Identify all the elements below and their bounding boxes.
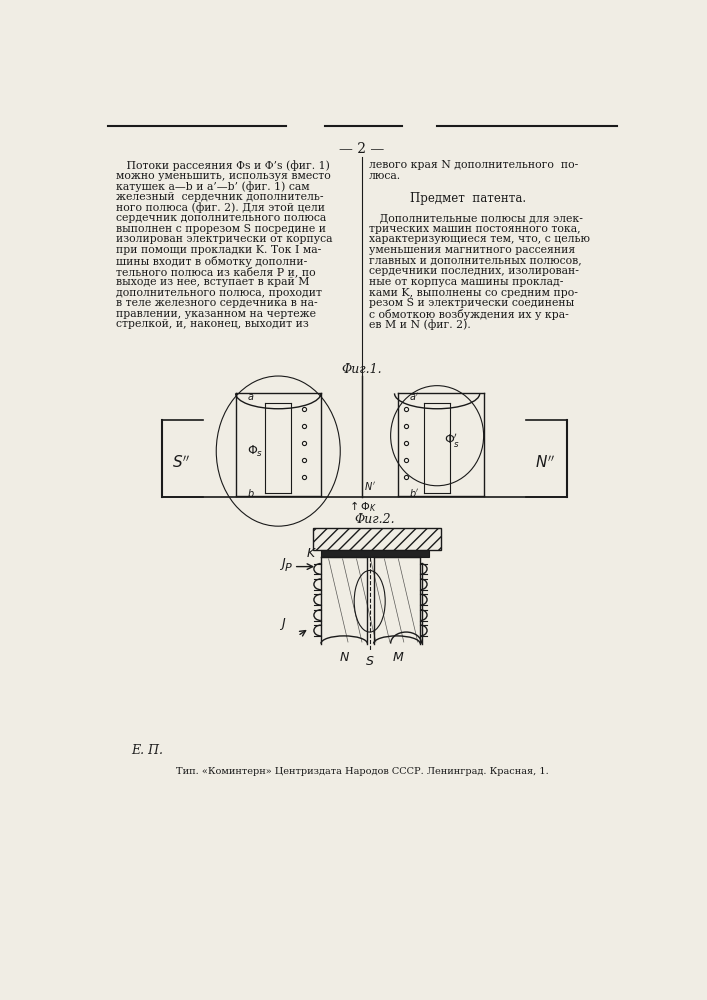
Text: сердечники последних, изолирован-: сердечники последних, изолирован- — [369, 266, 579, 276]
Text: люса.: люса. — [369, 171, 401, 181]
Text: характеризующиеся тем, что, с целью: характеризующиеся тем, что, с целью — [369, 234, 590, 244]
Text: $P$: $P$ — [284, 561, 292, 573]
Text: $K$: $K$ — [306, 547, 317, 560]
Text: дополнительного полюса, проходит: дополнительного полюса, проходит — [116, 288, 322, 298]
Text: $\Phi^{\prime}_s$: $\Phi^{\prime}_s$ — [445, 431, 461, 449]
Text: выполнен с прорезом S посредине и: выполнен с прорезом S посредине и — [116, 224, 326, 234]
Text: при помощи прокладки K. Ток I ма-: при помощи прокладки K. Ток I ма- — [116, 245, 322, 255]
Text: ев M и N (фиг. 2).: ев M и N (фиг. 2). — [369, 319, 471, 330]
Text: $M$: $M$ — [392, 651, 404, 664]
Text: трических машин постоянного тока,: трических машин постоянного тока, — [369, 224, 580, 234]
Text: $N$: $N$ — [339, 651, 350, 664]
Text: шины входит в обмотку дополни-: шины входит в обмотку дополни- — [116, 256, 308, 267]
Text: с обмоткою возбуждения их у кра-: с обмоткою возбуждения их у кра- — [369, 309, 568, 320]
Text: Φиг.1.: Φиг.1. — [341, 363, 382, 376]
Text: E. П.: E. П. — [131, 744, 163, 757]
Text: Тип. «Коминтерн» Центриздата Народов СССР. Ленинград. Красная, 1.: Тип. «Коминтерн» Центриздата Народов ССС… — [175, 767, 549, 776]
Text: Потоки рассеяния Φs и Φ’s (фиг. 1): Потоки рассеяния Φs и Φ’s (фиг. 1) — [116, 160, 330, 171]
Text: в теле железного сердечника в на-: в теле железного сердечника в на- — [116, 298, 318, 308]
Text: Φиг.2.: Φиг.2. — [355, 513, 395, 526]
Text: катушек a—b и a’—b’ (фиг. 1) сам: катушек a—b и a’—b’ (фиг. 1) сам — [116, 181, 310, 192]
Text: тельного полюса из кабеля P и, по: тельного полюса из кабеля P и, по — [116, 266, 316, 277]
Text: ные от корпуса машины проклад-: ные от корпуса машины проклад- — [369, 277, 563, 287]
Bar — [321, 550, 429, 557]
Text: $a^{\prime}$: $a^{\prime}$ — [409, 391, 419, 403]
Text: Дополнительные полюсы для элек-: Дополнительные полюсы для элек- — [369, 213, 583, 223]
Text: выходе из нее, вступает в край M: выходе из нее, вступает в край M — [116, 277, 310, 287]
Text: $N^{\prime\prime}$: $N^{\prime\prime}$ — [535, 454, 556, 471]
Text: $S^{\prime\prime}$: $S^{\prime\prime}$ — [172, 454, 191, 471]
Text: левого края N дополнительного  по-: левого края N дополнительного по- — [369, 160, 578, 170]
Text: $a$: $a$ — [247, 392, 255, 402]
Text: уменьшения магнитного рассеяния: уменьшения магнитного рассеяния — [369, 245, 575, 255]
Text: сердечник дополнительного полюса: сердечник дополнительного полюса — [116, 213, 327, 223]
Text: — 2 —: — 2 — — [339, 142, 385, 156]
Text: ками K, выполнены со средним про-: ками K, выполнены со средним про- — [369, 288, 578, 298]
Text: $J$: $J$ — [279, 556, 286, 572]
Text: $\uparrow\Phi_K$: $\uparrow\Phi_K$ — [347, 500, 377, 514]
Text: ного полюса (фиг. 2). Для этой цели: ного полюса (фиг. 2). Для этой цели — [116, 203, 325, 213]
Text: можно уменьшить, используя вместо: можно уменьшить, используя вместо — [116, 171, 331, 181]
Text: $N^{\prime}$: $N^{\prime}$ — [364, 480, 376, 492]
Text: $\Phi_s$: $\Phi_s$ — [247, 444, 263, 459]
Text: стрелкой, и, наконец, выходит из: стрелкой, и, наконец, выходит из — [116, 319, 309, 329]
Text: железный  сердечник дополнитель-: железный сердечник дополнитель- — [116, 192, 324, 202]
Text: $b$: $b$ — [247, 487, 255, 499]
Text: резом S и электрически соединены: резом S и электрически соединены — [369, 298, 574, 308]
Text: $J$: $J$ — [279, 616, 286, 632]
Text: Предмет  патента.: Предмет патента. — [410, 192, 526, 205]
Text: главных и дополнительных полюсов,: главных и дополнительных полюсов, — [369, 256, 582, 266]
Text: изолирован электрически от корпуса: изолирован электрически от корпуса — [116, 234, 333, 244]
Text: правлении, указанном на чертеже: правлении, указанном на чертеже — [116, 309, 316, 319]
Bar — [313, 528, 441, 550]
Text: $S$: $S$ — [365, 655, 375, 668]
Text: $b^{\prime}$: $b^{\prime}$ — [409, 487, 419, 499]
